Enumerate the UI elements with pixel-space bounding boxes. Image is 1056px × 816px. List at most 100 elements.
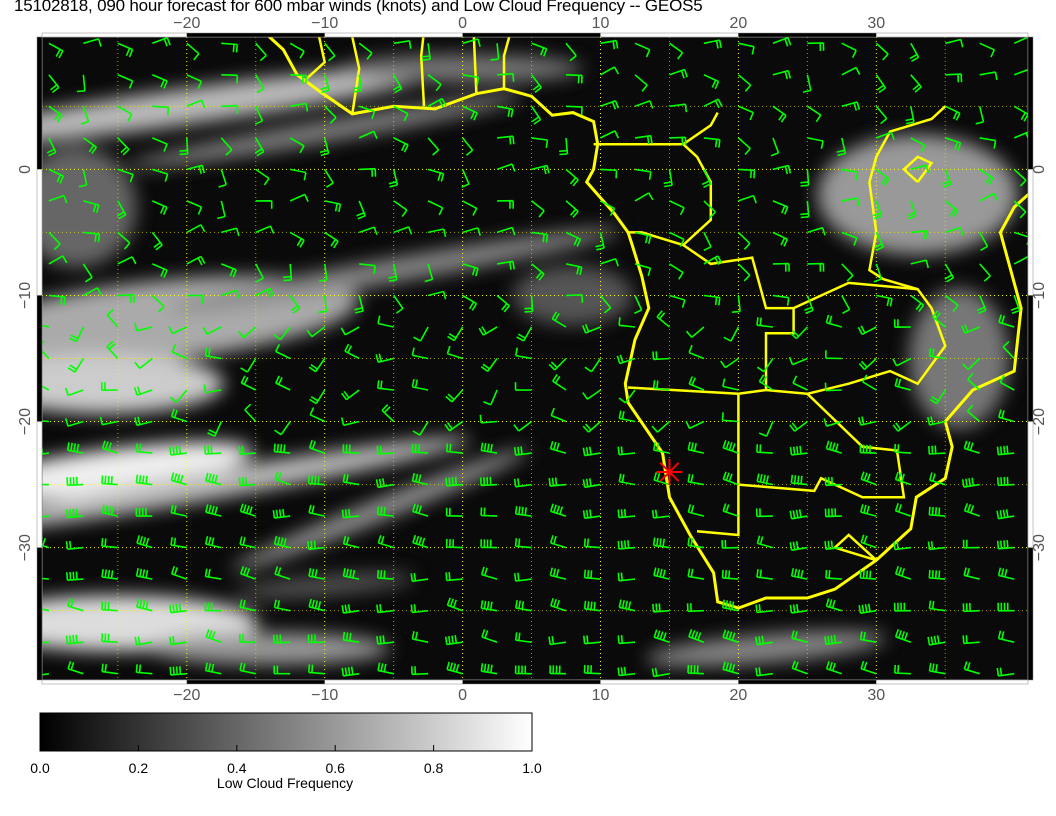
frame-bar [600,679,739,685]
wind-barb [340,389,360,401]
wind-barb [134,636,153,646]
frame-bar [1027,547,1034,681]
wind-barb [789,541,808,551]
wind-barb [565,294,584,303]
wind-barb [927,635,946,646]
wind-barb [515,599,532,612]
lat-lon-grid [42,37,1028,680]
wind-barb [875,42,889,61]
wind-barb [186,224,206,234]
wind-barb [289,42,305,59]
wind-barb [583,538,601,549]
lon-tick-label-bottom: 20 [730,687,748,704]
wind-barb [979,137,997,149]
cloud-band [127,95,522,168]
wind-barb [755,604,773,614]
wind-barb [244,403,257,423]
colorbar: 0.0 0.2 0.4 0.6 0.8 1.0 [30,712,542,776]
wind-barb [427,290,447,300]
wind-barb [239,662,256,675]
wind-barb [859,444,877,454]
wind-barb [254,105,264,125]
wind-barb [410,572,429,583]
wind-barb [152,105,170,116]
wind-barb [634,192,654,202]
wind-barb [531,164,550,175]
wind-barb [669,263,684,280]
wind-barb [83,38,102,47]
wind-barb [910,137,926,153]
wind-barb [462,263,479,277]
wind-barb [807,137,824,149]
wind-barb [306,326,326,338]
wind-barb [255,168,270,186]
wind-barb [688,344,705,360]
wind-barb [388,263,398,282]
wind-barb [308,664,325,675]
wind-barb [516,326,533,342]
wind-barb [756,444,773,454]
wind-barb [375,478,394,489]
wind-barb [410,604,429,614]
wind-barb [318,263,328,282]
wind-barb [462,38,481,47]
wind-barb [738,194,757,204]
wind-barb [427,228,447,237]
wind-barb [687,473,705,486]
wind-barb [582,446,601,457]
wind-barb [117,256,137,265]
wind-barb [858,603,877,614]
marker-asterisk-stroke [659,462,680,482]
wind-barb [600,66,620,76]
wind-barb [860,471,877,486]
wind-barb [758,421,774,437]
wind-barb [393,105,409,122]
wind-barb [324,168,334,188]
wind-barb [584,358,602,373]
wind-barb [756,473,774,486]
wind-barb [996,667,1015,677]
wind-barb [42,385,50,391]
wind-barb [135,474,153,486]
wind-barb [669,68,688,79]
wind-barb [170,472,188,486]
wind-barb [703,255,723,265]
wind-barb [376,569,394,580]
wind-barb [446,345,463,360]
wind-barb [217,200,226,220]
country-border [502,37,511,89]
wind-barb [893,602,911,612]
wind-barb [893,319,911,328]
wind-barb [825,440,843,454]
wind-barb [701,169,712,189]
wind-barb [427,168,445,182]
wind-barb [445,389,464,403]
wind-barb [565,105,583,115]
wind-barb [721,599,739,612]
wind-barb [962,357,981,371]
wind-barb [239,599,256,612]
wind-barb [825,350,842,360]
wind-barb [807,42,825,52]
wind-barb [928,445,946,455]
wind-barb [255,74,265,94]
wind-barb [927,416,946,426]
wind-barb [358,130,378,140]
wind-barb [480,539,498,549]
colorbar-tick-label: 0.6 [325,760,345,776]
wind-barb [461,169,470,188]
wind-barb [722,661,739,675]
wind-barb [772,294,790,306]
wind-barb [427,97,447,108]
wind-barb [186,99,206,109]
wind-barb [67,358,85,373]
wind-barb [424,263,434,283]
wind-barb [480,600,498,612]
wind-barb [618,599,636,612]
country-border [472,37,478,94]
wind-barb [906,200,917,220]
wind-barb [600,257,619,267]
wind-barb [651,509,670,519]
wind-barb [479,414,498,424]
wind-barb [80,106,90,125]
